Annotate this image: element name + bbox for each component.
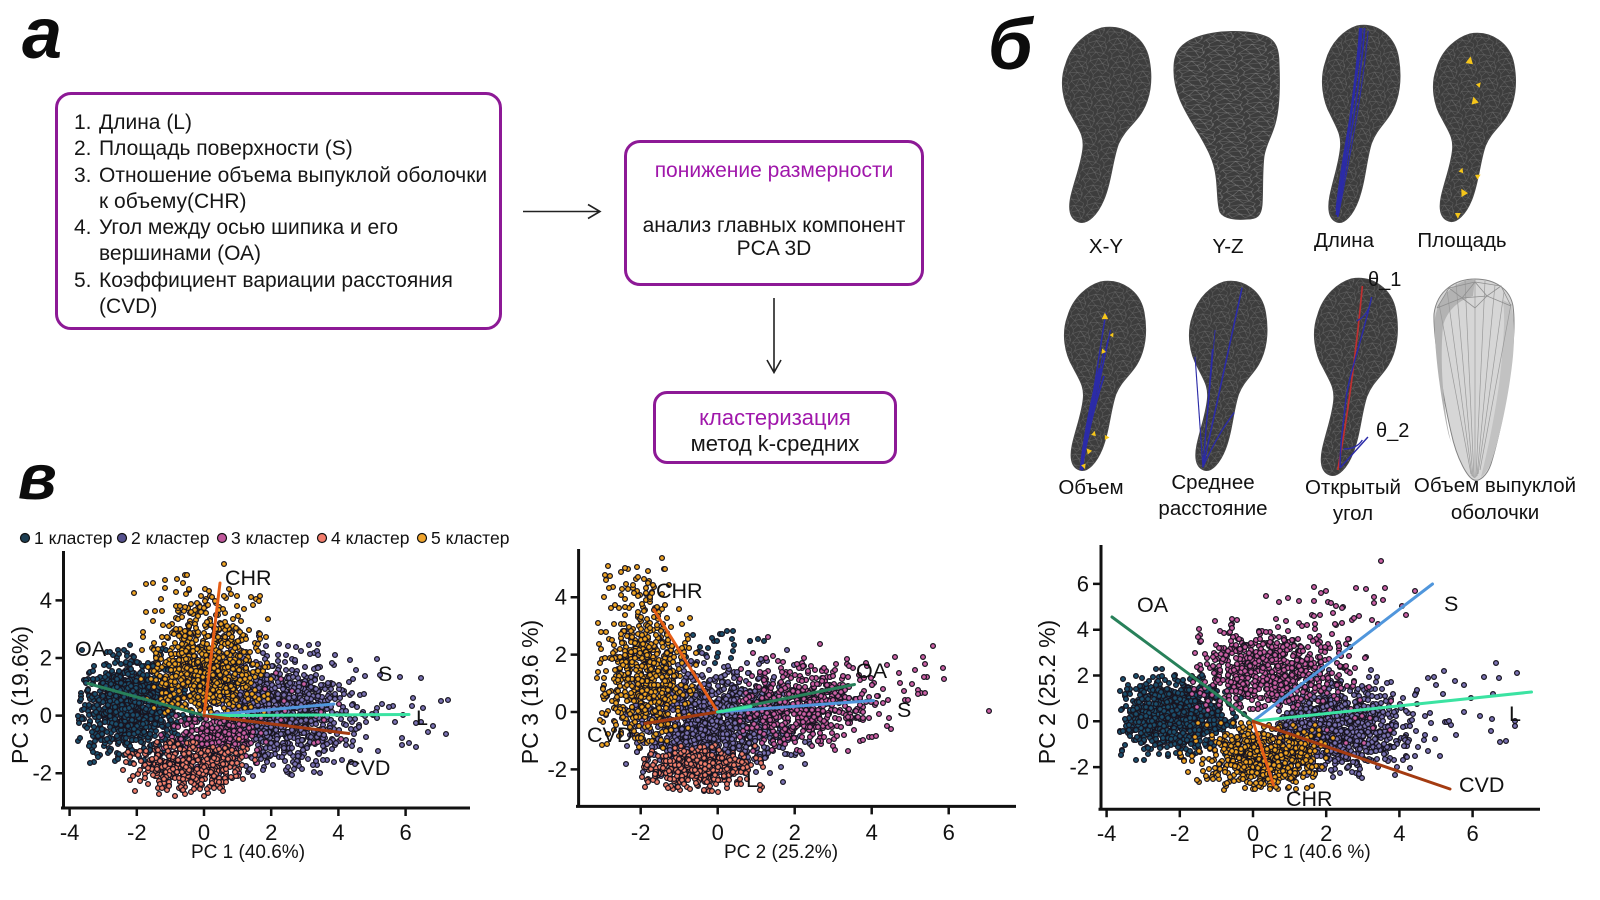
- svg-text:CVD: CVD: [345, 756, 390, 780]
- svg-text:PC 2 (25.2%): PC 2 (25.2%): [724, 842, 838, 863]
- svg-text:4: 4: [555, 585, 567, 610]
- svg-text:4: 4: [332, 820, 344, 845]
- svg-text:0: 0: [712, 820, 724, 845]
- svg-text:3 кластер: 3 кластер: [231, 528, 309, 548]
- svg-text:X-Y: X-Y: [1089, 235, 1124, 258]
- svg-text:Открытый: Открытый: [1305, 476, 1401, 499]
- svg-text:4 кластер: 4 кластер: [331, 528, 409, 548]
- svg-text:-2: -2: [631, 820, 651, 845]
- svg-text:θ_2: θ_2: [1376, 420, 1409, 442]
- svg-text:Площадь: Площадь: [1417, 229, 1506, 252]
- svg-text:0: 0: [40, 703, 52, 728]
- svg-text:PC 1 (40.6%): PC 1 (40.6%): [191, 842, 305, 863]
- svg-text:CHR: CHR: [225, 566, 272, 590]
- svg-text:угол: угол: [1333, 502, 1373, 525]
- svg-text:S: S: [378, 662, 392, 686]
- svg-text:4: 4: [40, 588, 52, 613]
- svg-text:расстояние: расстояние: [1158, 497, 1267, 520]
- svg-text:2 кластер: 2 кластер: [131, 528, 209, 548]
- svg-text:-2: -2: [32, 761, 52, 786]
- svg-text:Объем: Объем: [1058, 476, 1123, 499]
- svg-text:-2: -2: [127, 820, 147, 845]
- svg-text:0: 0: [198, 820, 210, 845]
- svg-text:-2: -2: [547, 757, 567, 782]
- svg-text:4: 4: [866, 820, 878, 845]
- svg-text:1 кластер: 1 кластер: [34, 528, 112, 548]
- svg-text:PC 3 (19.6%): PC 3 (19.6%): [7, 626, 33, 764]
- svg-text:2: 2: [40, 646, 52, 671]
- svg-text:2: 2: [265, 820, 277, 845]
- svg-text:Длина: Длина: [1314, 229, 1375, 252]
- svg-text:L: L: [416, 706, 428, 730]
- svg-text:оболочки: оболочки: [1451, 501, 1539, 524]
- svg-text:5 кластер: 5 кластер: [431, 528, 509, 548]
- svg-text:Объем выпуклой: Объем выпуклой: [1414, 474, 1576, 497]
- svg-text:Среднее: Среднее: [1171, 471, 1254, 494]
- svg-text:PC 3 (19.6 %): PC 3 (19.6 %): [517, 620, 543, 764]
- svg-text:0: 0: [555, 700, 567, 725]
- svg-text:Y-Z: Y-Z: [1212, 235, 1243, 258]
- svg-text:6: 6: [943, 820, 955, 845]
- svg-text:6: 6: [399, 820, 411, 845]
- svg-text:θ_1: θ_1: [1368, 269, 1401, 291]
- svg-text:-4: -4: [60, 820, 80, 845]
- svg-text:2: 2: [555, 642, 567, 667]
- svg-text:OA: OA: [75, 637, 107, 661]
